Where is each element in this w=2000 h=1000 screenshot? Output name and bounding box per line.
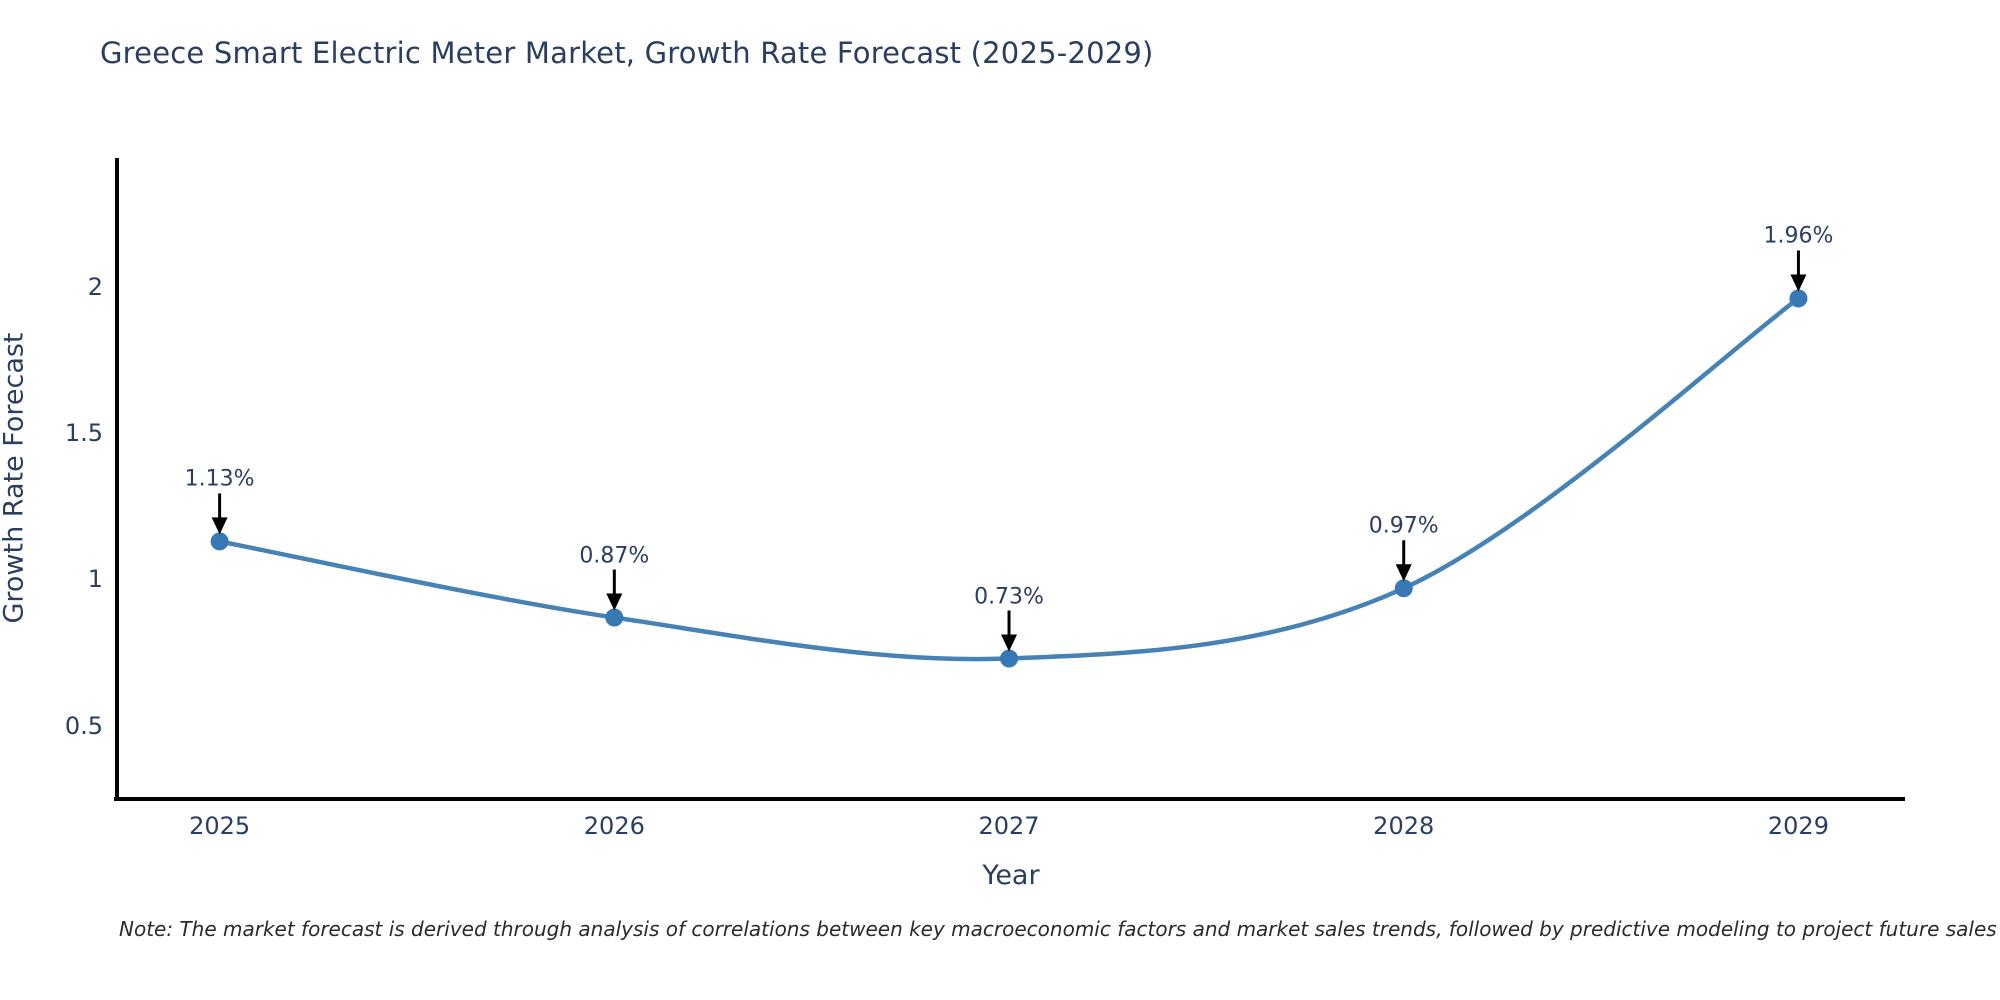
data-point-label: 1.13% (184, 466, 255, 492)
data-point-label: 0.97% (1368, 513, 1439, 539)
y-tick-label: 1.5 (64, 419, 103, 448)
data-point-marker (210, 532, 229, 551)
data-point-marker (1789, 289, 1808, 308)
y-axis-title: Growth Rate Forecast (0, 332, 30, 624)
data-point-label: 1.96% (1763, 223, 1834, 249)
x-tick-label: 2026 (583, 812, 645, 840)
x-tick-label: 2025 (189, 812, 251, 840)
annotation-arrow-head (1395, 564, 1412, 582)
x-tick-label: 2029 (1767, 812, 1829, 840)
x-axis-title: Year (982, 860, 1040, 891)
x-tick-label: 2027 (978, 812, 1040, 840)
y-tick-label: 2 (87, 272, 103, 301)
y-tick-label: 0.5 (64, 711, 103, 740)
annotation-arrow-head (211, 517, 228, 535)
data-point-marker (1394, 579, 1413, 598)
forecast-line (219, 296, 1800, 662)
x-tick-label: 2028 (1373, 812, 1435, 840)
data-point-label: 0.87% (579, 543, 650, 569)
annotation-arrow-head (606, 593, 623, 611)
footnote: Note: The market forecast is derived thr… (119, 917, 1997, 941)
data-point-marker (605, 608, 624, 627)
data-point-marker (1000, 649, 1019, 668)
annotation-arrow-head (1001, 634, 1018, 652)
data-point-label: 0.73% (974, 584, 1044, 609)
annotation-arrow-head (1790, 274, 1807, 292)
chart-title: Greece Smart Electric Meter Market, Grow… (100, 36, 1154, 70)
y-tick-label: 1 (87, 565, 103, 594)
